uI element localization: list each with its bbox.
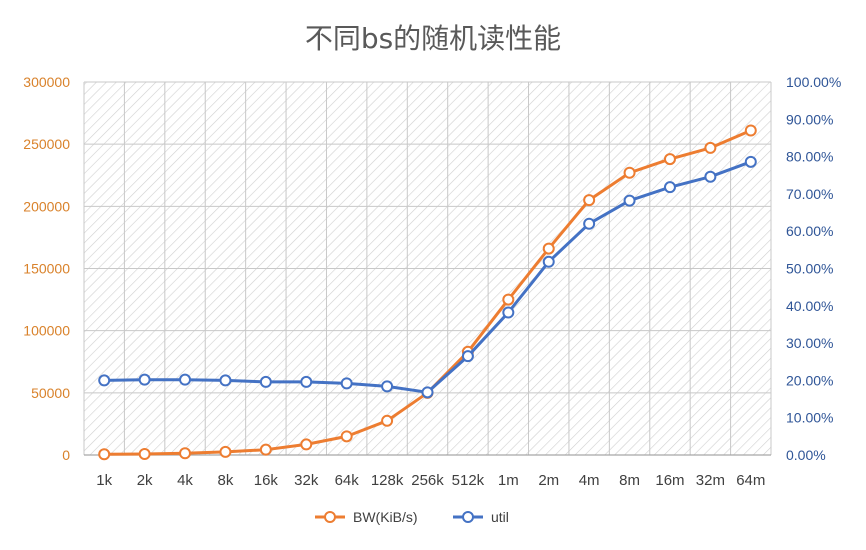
x-tick-label: 16k <box>254 472 279 489</box>
right-tick-label: 100.00% <box>786 74 841 90</box>
data-point <box>583 194 596 207</box>
right-tick-label: 20.00% <box>786 372 833 388</box>
x-tick-label: 32m <box>696 472 725 489</box>
x-tick-label: 4m <box>579 472 600 489</box>
right-tick-label: 40.00% <box>786 298 833 314</box>
x-tick-label: 2k <box>137 472 153 489</box>
left-tick-label: 100000 <box>23 323 70 339</box>
data-point <box>340 377 353 390</box>
series-layer <box>98 124 757 461</box>
x-tick-label: 256k <box>411 472 444 489</box>
x-tick-label: 64k <box>335 472 360 489</box>
data-point <box>663 181 676 194</box>
x-tick-label: 512k <box>452 472 485 489</box>
data-point <box>219 445 232 458</box>
data-point <box>461 350 474 363</box>
data-point <box>744 155 757 168</box>
data-point <box>219 374 232 387</box>
data-point <box>623 166 636 179</box>
series-util <box>98 155 757 399</box>
data-point <box>421 386 434 399</box>
data-point <box>300 375 313 388</box>
legend-item: BW(KiB/s) <box>315 509 418 525</box>
data-point <box>381 380 394 393</box>
right-tick-label: 10.00% <box>786 410 833 426</box>
legend-label: BW(KiB/s) <box>353 509 418 525</box>
right-tick-label: 0.00% <box>786 447 826 463</box>
data-point <box>259 375 272 388</box>
data-point <box>138 373 151 386</box>
right-tick-label: 80.00% <box>786 149 833 165</box>
legend: BW(KiB/s) util <box>315 509 509 525</box>
left-tick-label: 150000 <box>23 261 70 277</box>
data-point <box>259 443 272 456</box>
legend-marker <box>462 511 474 523</box>
x-tick-label: 32k <box>294 472 319 489</box>
data-point <box>663 153 676 166</box>
data-point <box>179 373 192 386</box>
legend-label: util <box>491 509 509 525</box>
legend-marker <box>324 511 336 523</box>
data-point <box>98 448 111 461</box>
data-point <box>704 170 717 183</box>
right-tick-label: 60.00% <box>786 223 833 239</box>
data-point <box>138 448 151 461</box>
x-tick-label: 8k <box>218 472 234 489</box>
data-point <box>542 242 555 255</box>
x-tick-label: 128k <box>371 472 404 489</box>
x-tick-label: 2m <box>538 472 559 489</box>
left-tick-label: 300000 <box>23 74 70 90</box>
data-point <box>704 141 717 154</box>
data-point <box>583 217 596 230</box>
data-point <box>623 194 636 207</box>
left-axis: 0 50000 100000 150000 200000 250000 300000 <box>23 74 70 463</box>
left-tick-label: 50000 <box>31 385 70 401</box>
x-tick-label: 4k <box>177 472 193 489</box>
chart-title: 不同bs的随机读性能 <box>305 22 561 55</box>
data-point <box>502 306 515 319</box>
legend-item: util <box>453 509 509 525</box>
x-tick-label: 1k <box>96 472 112 489</box>
x-tick-label: 16m <box>655 472 684 489</box>
x-tick-label: 64m <box>736 472 765 489</box>
left-tick-label: 250000 <box>23 136 70 152</box>
left-tick-label: 0 <box>62 447 70 463</box>
right-axis: 0.00% 10.00% 20.00% 30.00% 40.00% 50.00% 60.00… <box>786 74 841 463</box>
x-axis: 1k 2k 4k 8k 16k 32k 64k 128k 256k 512k 1m 2m 4m 8m 16m… <box>96 472 765 489</box>
data-point <box>381 414 394 427</box>
data-point <box>502 293 515 306</box>
data-point <box>179 447 192 460</box>
x-tick-label: 8m <box>619 472 640 489</box>
data-point <box>340 430 353 443</box>
data-point <box>542 255 555 268</box>
right-tick-label: 70.00% <box>786 186 833 202</box>
gridlines <box>83 81 772 456</box>
right-tick-label: 90.00% <box>786 111 833 127</box>
data-point <box>744 124 757 137</box>
left-tick-label: 200000 <box>23 198 70 214</box>
x-tick-label: 1m <box>498 472 519 489</box>
data-point <box>300 438 313 451</box>
right-tick-label: 30.00% <box>786 335 833 351</box>
right-tick-label: 50.00% <box>786 261 833 277</box>
data-point <box>98 374 111 387</box>
